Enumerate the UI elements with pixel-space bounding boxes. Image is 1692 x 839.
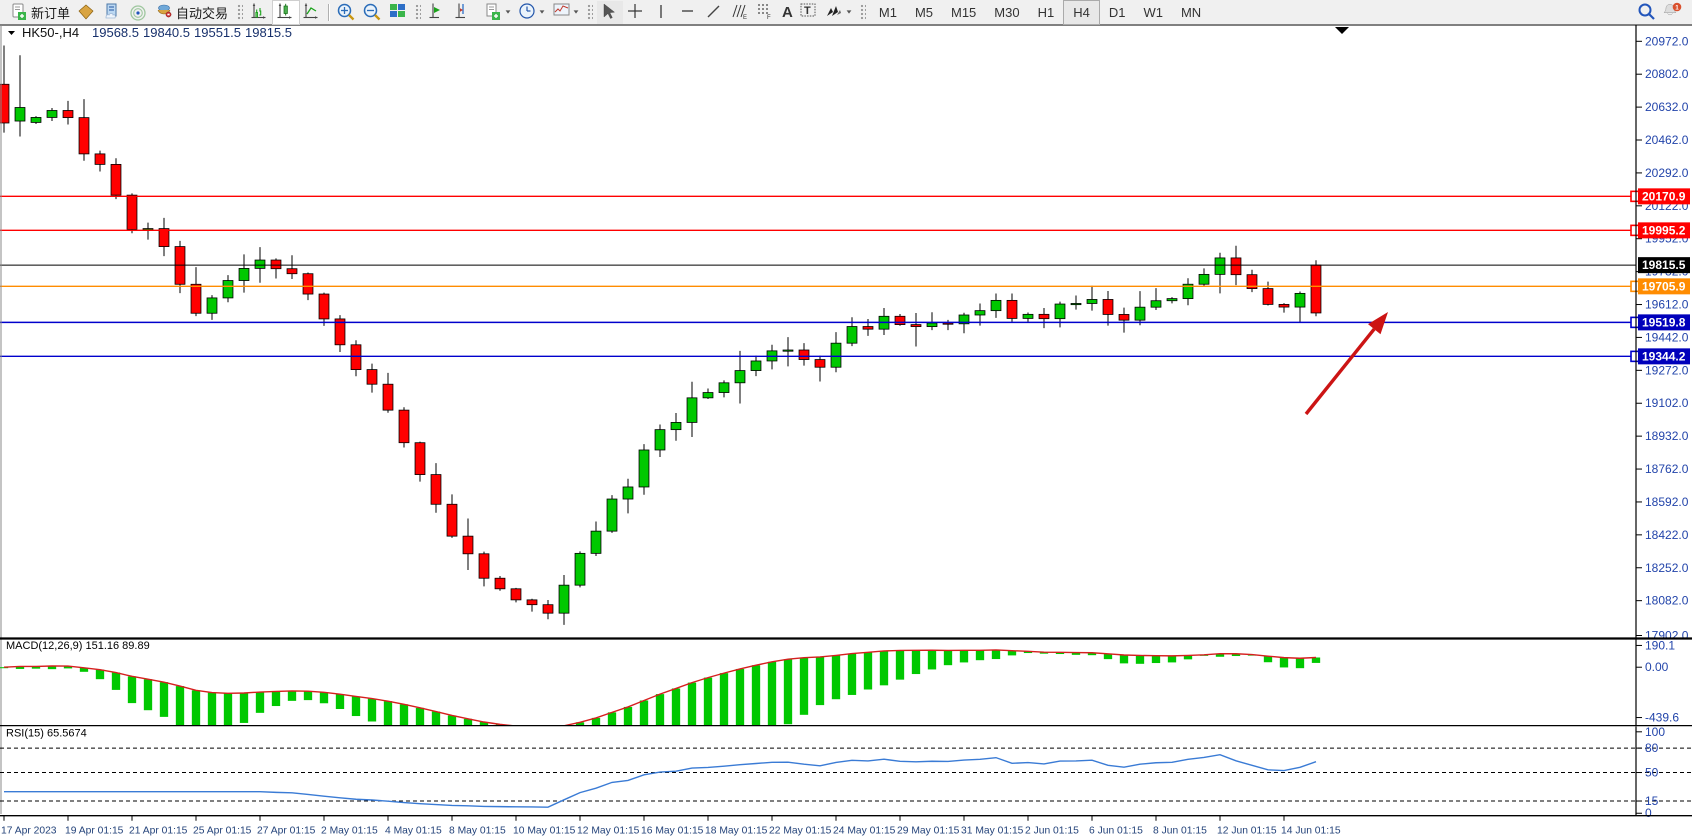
svg-text:18422.0: 18422.0: [1645, 528, 1689, 542]
svg-text:E: E: [743, 15, 747, 21]
svg-text:19519.8: 19519.8: [1642, 315, 1686, 329]
svg-text:-439.6: -439.6: [1645, 711, 1679, 725]
svg-text:16 May 01:15: 16 May 01:15: [641, 826, 704, 837]
svg-text:10 May 01:15: 10 May 01:15: [513, 826, 576, 837]
svg-text:HK50-,H4: HK50-,H4: [22, 25, 79, 40]
svg-text:12 Jun 01:15: 12 Jun 01:15: [1217, 826, 1277, 837]
svg-text:19102.0: 19102.0: [1645, 396, 1689, 410]
svg-text:19551.5: 19551.5: [194, 25, 241, 40]
svg-text:31 May 01:15: 31 May 01:15: [961, 826, 1024, 837]
svg-text:50: 50: [1645, 766, 1659, 780]
svg-text:19840.5: 19840.5: [143, 25, 190, 40]
svg-text:18082.0: 18082.0: [1645, 594, 1689, 608]
svg-text:18 May 01:15: 18 May 01:15: [705, 826, 768, 837]
svg-text:0: 0: [1645, 806, 1652, 820]
svg-text:8 Jun 01:15: 8 Jun 01:15: [1153, 826, 1207, 837]
svg-text:190.1: 190.1: [1645, 638, 1675, 652]
svg-text:27 Apr 01:15: 27 Apr 01:15: [257, 826, 316, 837]
svg-text:24 May 01:15: 24 May 01:15: [833, 826, 896, 837]
svg-text:19705.9: 19705.9: [1642, 279, 1686, 293]
svg-text:19 Apr 01:15: 19 Apr 01:15: [65, 826, 124, 837]
svg-text:21 Apr 01:15: 21 Apr 01:15: [129, 826, 188, 837]
svg-text:20972.0: 20972.0: [1645, 34, 1689, 48]
svg-text:19442.0: 19442.0: [1645, 330, 1689, 344]
svg-text:18252.0: 18252.0: [1645, 561, 1689, 575]
svg-text:4 May 01:15: 4 May 01:15: [385, 826, 442, 837]
svg-text:19568.5: 19568.5: [92, 25, 139, 40]
svg-text:18592.0: 18592.0: [1645, 495, 1689, 509]
svg-text:8 May 01:15: 8 May 01:15: [449, 826, 506, 837]
svg-text:18762.0: 18762.0: [1645, 462, 1689, 476]
svg-text:12 May 01:15: 12 May 01:15: [577, 826, 640, 837]
svg-text:22 May 01:15: 22 May 01:15: [769, 826, 832, 837]
svg-text:0.00: 0.00: [1645, 660, 1669, 674]
svg-text:25 Apr 01:15: 25 Apr 01:15: [193, 826, 252, 837]
svg-text:20632.0: 20632.0: [1645, 100, 1689, 114]
svg-text:20292.0: 20292.0: [1645, 166, 1689, 180]
svg-text:6 Jun 01:15: 6 Jun 01:15: [1089, 826, 1143, 837]
svg-text:19815.5: 19815.5: [245, 25, 292, 40]
svg-text:F: F: [767, 15, 771, 21]
svg-text:RSI(15) 65.5674: RSI(15) 65.5674: [6, 727, 87, 739]
svg-text:100: 100: [1645, 725, 1665, 739]
svg-text:19612.0: 19612.0: [1645, 298, 1689, 312]
svg-text:19344.2: 19344.2: [1642, 349, 1686, 363]
svg-text:MACD(12,26,9) 151.16 89.89: MACD(12,26,9) 151.16 89.89: [6, 640, 150, 652]
svg-text:19272.0: 19272.0: [1645, 363, 1689, 377]
svg-text:80: 80: [1645, 741, 1659, 755]
svg-text:19995.2: 19995.2: [1642, 223, 1686, 237]
svg-text:2 Jun 01:15: 2 Jun 01:15: [1025, 826, 1079, 837]
svg-text:17 Apr 2023: 17 Apr 2023: [1, 826, 57, 837]
svg-text:20462.0: 20462.0: [1645, 133, 1689, 147]
svg-text:19815.5: 19815.5: [1642, 258, 1686, 272]
svg-text:1: 1: [1675, 4, 1679, 11]
svg-text:20802.0: 20802.0: [1645, 67, 1689, 81]
svg-text:2 May 01:15: 2 May 01:15: [321, 826, 378, 837]
svg-text:18932.0: 18932.0: [1645, 429, 1689, 443]
svg-text:T: T: [804, 5, 811, 17]
svg-text:29 May 01:15: 29 May 01:15: [897, 826, 960, 837]
svg-text:20170.9: 20170.9: [1642, 189, 1686, 203]
svg-text:14 Jun 01:15: 14 Jun 01:15: [1281, 826, 1341, 837]
